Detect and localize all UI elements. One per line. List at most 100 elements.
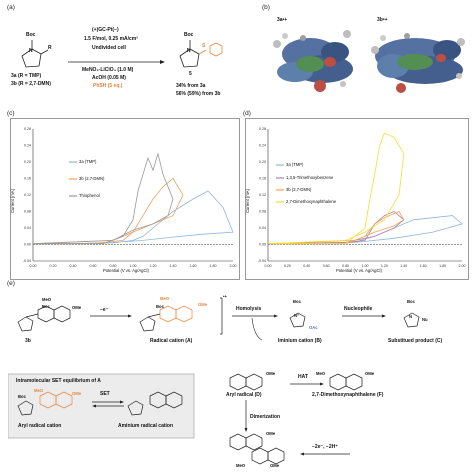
label-box-title: Intramolecular SET equilibrium of A [16,378,101,384]
scheme-a-structures [21,40,223,68]
label-meo-a: MeO [160,296,170,301]
y-tick-label: 0.08 [259,210,266,214]
label-iminium: Iminium cation (B) [278,338,322,344]
panel-c-label: (c) [7,110,15,117]
legend-c-0: 3a (TMP) [79,159,97,164]
yield-3b: 56% (59%) from 3b [176,91,221,97]
legend-d-1: 1,3,5-Trimethoxybenzene [286,175,334,180]
x-tick-label: 0.60 [90,264,97,268]
reactant-r: R [48,45,52,51]
label-ome-d: OMe [266,371,276,376]
label-set: SET [100,391,110,397]
y-tick-label: 0.12 [24,193,31,197]
y-tick-label: 0.04 [24,226,31,230]
label-boc-b: Boc [293,299,301,304]
panel-d-label: (d) [243,110,251,117]
y-tick-label: 0.16 [259,177,266,181]
reactant-boc: Boc [26,32,36,38]
label-oac: OAc [309,325,318,330]
mechanism-scheme: 3b MeO Boc OMe −e⁻ MeO Boc OMe •+ Radica… [8,288,470,472]
chart-c-frame: 0.00 0.20 0.40 0.60 0.80 1.00 1.20 1.40 1.60 1.80… [10,118,240,280]
series-line [267,132,405,245]
x-tick-label: 1.80 [210,264,217,268]
y-tick-label: 0.12 [259,193,266,197]
y-tick-label: 0.20 [259,160,266,164]
cv-chart-d: 0.00 0.20 0.40 0.60 0.80 1.00 1.20 1.40 1.60 1.80… [258,127,466,268]
x-tick-label: 0.40 [70,264,77,268]
legend-d-0: 3a (TMP) [286,162,304,167]
x-tick-label: 2.00 [230,264,237,268]
reactant-n: N [29,48,33,54]
label-boc-c: Boc [407,299,415,304]
x-tick-label: 0.20 [50,264,57,268]
condition-1: (+)GC-Pt(−) [92,27,119,33]
label-substituted: Substitued product (C) [388,338,443,344]
y-tick-label: 0.20 [24,160,31,164]
label-dimerization: Dimerization [250,414,281,420]
spin-density-figures: 3a•+ 3b•+ [265,14,470,106]
product-s: S [202,43,206,49]
x-tick-label: 0.00 [265,264,272,268]
x-tick-label: 0.80 [110,264,117,268]
condition-2: 1.5 F/mol, 0.25 mA/cm² [84,36,138,42]
label-ome-f: OMe [365,371,375,376]
orbital-render [273,30,465,93]
label-boc-box: Boc [18,394,26,399]
x-tick-label: 2.00 [459,264,466,268]
label-meo-3b: MeO [42,297,52,302]
label-ome-box: OMe [72,391,82,396]
label-hat: HAT [298,374,308,380]
x-tick-label: 1.60 [420,264,427,268]
panel-b-label: (b) [262,4,270,11]
orbital-3a [273,30,353,92]
panel-e-label: (e) [7,280,15,287]
chart-d-xlabel: Potential (V vs. Ag/AgCl) [336,268,382,273]
x-tick-label: 1.40 [400,264,407,268]
label-ome-3b: OMe [72,305,82,310]
x-tick-label: 1.60 [190,264,197,268]
mechanism-structures [8,297,420,465]
label-boc-3b: Boc [42,304,50,309]
series-line [267,215,463,245]
y-tick-label: 0.00 [259,243,266,247]
y-tick-label: 0.24 [24,144,31,148]
y-tick-label: 0.16 [24,177,31,181]
x-tick-label: 0.20 [284,264,291,268]
label-ome-dimer-1: OMe [266,431,276,436]
x-tick-label: 1.80 [439,264,446,268]
legend-d-2: 3b (2,7-DMN) [286,187,312,192]
x-tick-label: 0.60 [323,264,330,268]
x-tick-label: 0.80 [342,264,349,268]
x-tick-label: 0.00 [30,264,37,268]
x-tick-label: 1.00 [362,264,369,268]
label-meo-dimer: MeO [236,463,246,468]
label-meo-f: MeO [316,371,326,376]
x-tick-label: 1.40 [170,264,177,268]
label-aryl-radical-cation: Aryl radical cation [18,423,62,429]
label-3b-radical: 3b•+ [377,17,388,23]
scheme-a: Boc N R 3a (R = TMP) 3b (R = 2,7-DMN) (+… [10,12,250,110]
product-number: 5 [189,71,192,77]
orbital-3b [371,33,465,93]
label-minus-2e: −2e⁻, −2H⁺ [312,444,338,450]
y-tick-label: 0.08 [24,210,31,214]
y-tick-label: 0.04 [259,226,266,230]
series-line [32,177,184,245]
cv-chart-c: 0.00 0.20 0.40 0.60 0.80 1.00 1.20 1.40 1.60 1.80… [23,127,237,268]
label-aryl-radical: Aryl radical (D) [226,392,262,398]
product-n: N [187,48,191,54]
condition-4: MeNO₂-LiClO₄ (1.0 M) [82,67,134,73]
label-ome-a: OMe [198,302,208,307]
label-3a-radical: 3a•+ [277,17,288,23]
label-aminium: Aminium radical cation [118,423,174,429]
y-tick-label: 0.00 [24,243,31,247]
series-line [32,152,174,245]
y-tick-label: -0.04 [23,259,31,263]
chart-d-frame: 0.00 0.20 0.40 0.60 0.80 1.00 1.20 1.40 1.60 1.80… [245,118,469,280]
x-tick-label: 1.20 [381,264,388,268]
panel-a-label: (a) [7,4,15,11]
label-n-plus-b: N⁺ [294,313,300,318]
start-3b: 3b (R = 2,7-DMN) [11,81,51,87]
y-tick-label: -0.04 [258,259,266,263]
chart-c-xlabel: Potential (V vs. Ag/AgCl) [103,268,149,273]
